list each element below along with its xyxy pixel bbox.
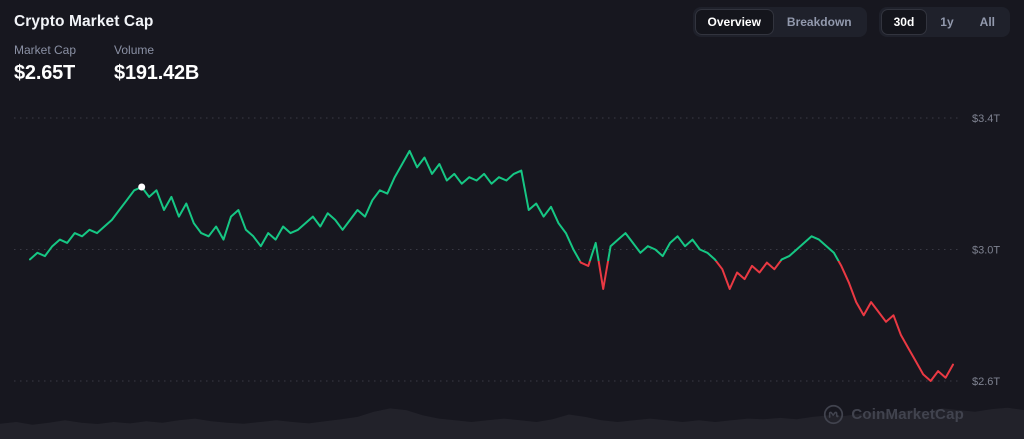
view-toggle-group: Overview Breakdown xyxy=(692,7,867,37)
y-axis-tick-label: $3.4T xyxy=(972,113,1000,125)
volume-label: Volume xyxy=(114,43,155,57)
volume-value: $191.42B xyxy=(114,62,200,84)
y-axis-tick-label: $2.6T xyxy=(972,376,1000,388)
coinmarketcap-logo-icon xyxy=(824,404,844,425)
market-cap-value: $2.65T xyxy=(14,62,76,84)
volume-area xyxy=(0,407,1024,439)
chart-point-marker[interactable] xyxy=(138,183,146,191)
watermark-text: CoinMarketCap xyxy=(851,406,964,423)
range-all-button[interactable]: All xyxy=(968,10,1007,34)
market-cap-stat: Market Cap $2.65T xyxy=(14,43,76,85)
market-cap-label: Market Cap xyxy=(14,43,77,57)
range-30d-button[interactable]: 30d xyxy=(881,10,927,34)
stats-row: Market Cap $2.65T Volume $191.42B xyxy=(14,43,199,85)
tab-breakdown[interactable]: Breakdown xyxy=(775,10,864,34)
volume-stat: Volume $191.42B xyxy=(114,43,199,85)
page-title: Crypto Market Cap xyxy=(14,13,154,30)
y-axis-tick-label: $3.0T xyxy=(972,245,1000,257)
chart-controls: Overview Breakdown 30d 1y All xyxy=(692,7,1010,37)
price-line-down-segment xyxy=(578,261,954,382)
range-1y-button[interactable]: 1y xyxy=(928,10,965,34)
price-line-up-segment xyxy=(29,149,840,262)
range-toggle-group: 30d 1y All xyxy=(878,7,1010,37)
tab-overview[interactable]: Overview xyxy=(695,10,773,34)
header: Crypto Market Cap Overview Breakdown 30d… xyxy=(0,0,1024,37)
coinmarketcap-watermark: CoinMarketCap xyxy=(823,404,964,425)
